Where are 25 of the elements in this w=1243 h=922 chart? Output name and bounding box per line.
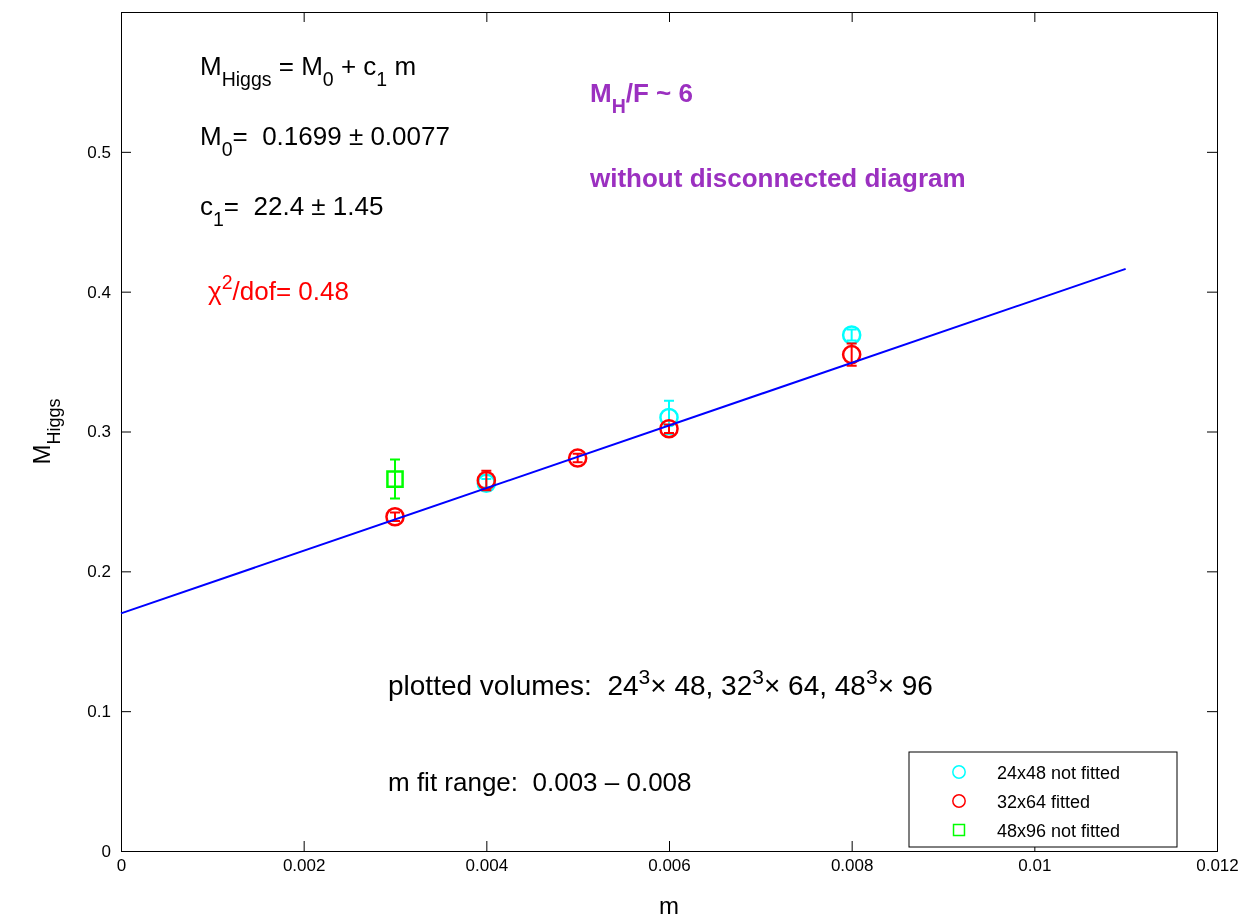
annotation: m fit range: 0.003 – 0.008: [388, 767, 692, 797]
legend-label: 32x64 fitted: [997, 792, 1091, 812]
annotation: χ$^{2}$/dof= 0.48: [208, 271, 349, 306]
annotation: M$_{0}$= 0.1699 ± 0.0077: [200, 121, 450, 160]
y-tick-label: 0.4: [87, 282, 111, 302]
y-tick-label: 0.1: [87, 702, 111, 722]
x-tick-label: 0.012: [1196, 856, 1239, 876]
annotation: M$_{H}$/F ~ 6: [590, 78, 693, 117]
annotation: without disconnected diagram: [589, 163, 966, 193]
legend-label: 48x96 not fitted: [997, 821, 1121, 841]
annotation: c$_{1}$= 22.4 ± 1.45: [200, 191, 384, 230]
annotation: plotted volumes: 24$^{3}$× 48, 32$^{3}$× 64, 48$^{3}$× 96: [388, 664, 933, 701]
x-tick-label: 0.006: [648, 856, 691, 876]
x-tick-label: 0.002: [282, 856, 326, 876]
y-tick-label: 0: [101, 841, 111, 861]
x-tick-label: 0.004: [465, 856, 509, 876]
annotation: M$_{Higgs}$ = M$_{0}$ + c$_{1}$ m: [200, 51, 417, 90]
x-tick-label: 0.008: [830, 856, 874, 876]
y-tick-label: 0.5: [87, 142, 111, 162]
legend-label: 24x48 not fitted: [997, 763, 1121, 783]
y-tick-label: 0.2: [87, 562, 111, 582]
y-tick-label: 0.3: [87, 422, 111, 442]
x-tick-label: 0: [116, 856, 127, 876]
x-tick-label: 0.01: [1018, 856, 1052, 876]
x-axis-title: m: [659, 892, 679, 919]
